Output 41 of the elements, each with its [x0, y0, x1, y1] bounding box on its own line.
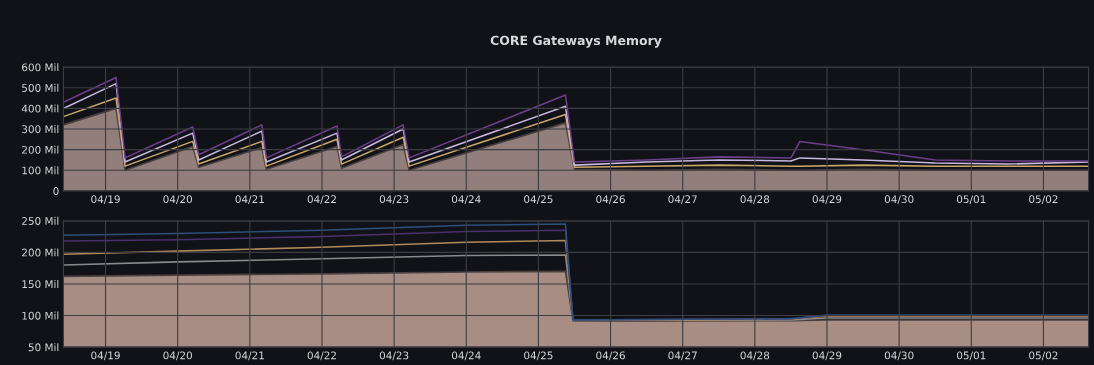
x-tick-label: 04/21: [235, 351, 264, 361]
y-tick-label: 0: [53, 187, 59, 195]
x-tick-label: 04/25: [524, 351, 553, 361]
x-tick-label: 04/30: [884, 351, 914, 361]
x-tick-label: 04/21: [235, 195, 264, 204]
x-tick-label: 04/26: [596, 351, 625, 361]
x-tick-label: 04/29: [812, 351, 842, 361]
x-tick-label: 04/30: [884, 195, 914, 204]
x-tick-label: 05/01: [956, 195, 986, 204]
y-tick-label: 500 Mil: [22, 83, 59, 92]
x-tick-label: 05/02: [1029, 351, 1058, 361]
x-tick-label: 04/26: [596, 195, 625, 204]
x-tick-label: 04/19: [91, 351, 120, 361]
y-tick-label: 300 Mil: [22, 125, 59, 134]
x-tick-label: 04/25: [524, 195, 553, 204]
x-tick-label: 04/24: [451, 351, 481, 361]
x-tick-label: 04/28: [740, 351, 770, 361]
y-tick-label: 250 Mil: [22, 216, 59, 225]
x-tick-label: 04/20: [163, 351, 192, 361]
y-tick-label: 150 Mil: [22, 280, 59, 289]
x-tick-label: 04/28: [740, 195, 770, 204]
x-tick-label: 04/19: [91, 195, 120, 204]
y-tick-label: 600 Mil: [22, 63, 59, 72]
x-tick-label: 04/24: [451, 195, 481, 204]
x-tick-label: 05/01: [956, 351, 986, 361]
x-tick-label: 04/22: [307, 351, 336, 361]
y-tick-label: 50 Mil: [28, 343, 59, 352]
x-tick-label: 04/22: [307, 195, 336, 204]
x-tick-label: 04/29: [812, 195, 842, 204]
chart-title: CORE Gateways Memory: [490, 35, 662, 48]
y-tick-label: 200 Mil: [22, 145, 59, 154]
x-tick-label: 04/23: [379, 351, 409, 361]
x-tick-label: 04/23: [379, 195, 409, 204]
x-tick-label: 04/27: [668, 351, 697, 361]
x-tick-label: 04/20: [163, 195, 192, 204]
y-tick-label: 200 Mil: [22, 248, 59, 257]
x-tick-label: 04/27: [668, 195, 697, 204]
x-tick-label: 05/02: [1029, 195, 1058, 204]
y-tick-label: 100 Mil: [22, 166, 59, 175]
y-tick-label: 100 Mil: [22, 311, 59, 320]
y-tick-label: 400 Mil: [21, 104, 59, 113]
